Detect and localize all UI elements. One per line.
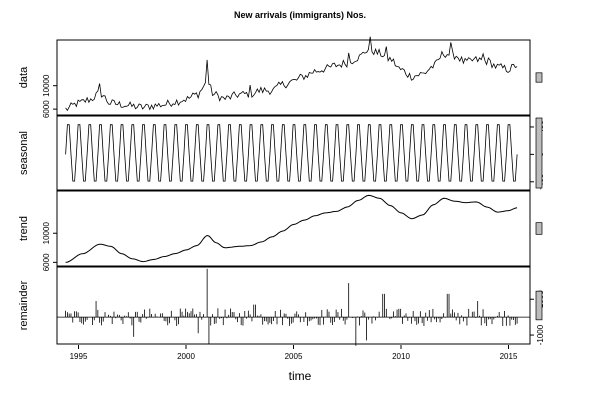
panel-frame-data bbox=[56, 39, 531, 116]
panel-frame-seasonal bbox=[56, 115, 531, 191]
series-line-trend bbox=[65, 194, 518, 263]
panel-frame-remainder bbox=[56, 266, 531, 345]
x-tick-label: 2015 bbox=[500, 352, 518, 361]
panel-label-remainder: remainder bbox=[18, 280, 30, 330]
x-tick-label: 2010 bbox=[392, 352, 410, 361]
panel-frame-trend bbox=[56, 190, 531, 267]
x-axis-label: time bbox=[288, 369, 312, 383]
x-tick-label: 2000 bbox=[177, 352, 195, 361]
y-tick-label: 6000 bbox=[42, 100, 51, 118]
scale-bar-seasonal bbox=[535, 117, 543, 189]
panel-label-trend: trend bbox=[18, 216, 30, 241]
y-tick-label: -1000 bbox=[536, 324, 545, 345]
scale-bar-trend bbox=[535, 222, 543, 235]
y-tick-label: 6000 bbox=[42, 253, 51, 271]
x-tick-label: 1995 bbox=[70, 352, 88, 361]
panel-label-data: data bbox=[18, 66, 30, 88]
y-tick-label: 10000 bbox=[42, 74, 51, 97]
chart-title: New arrivals (immigrants) Nos. bbox=[233, 10, 367, 20]
scale-bar-remainder bbox=[535, 290, 543, 321]
x-tick-label: 2005 bbox=[285, 352, 303, 361]
panel-label-seasonal: seasonal bbox=[18, 131, 30, 175]
scale-bar-data bbox=[535, 72, 543, 83]
y-tick-label: 10000 bbox=[42, 222, 51, 245]
series-line-data bbox=[65, 36, 518, 112]
series-line-seasonal bbox=[65, 124, 518, 182]
